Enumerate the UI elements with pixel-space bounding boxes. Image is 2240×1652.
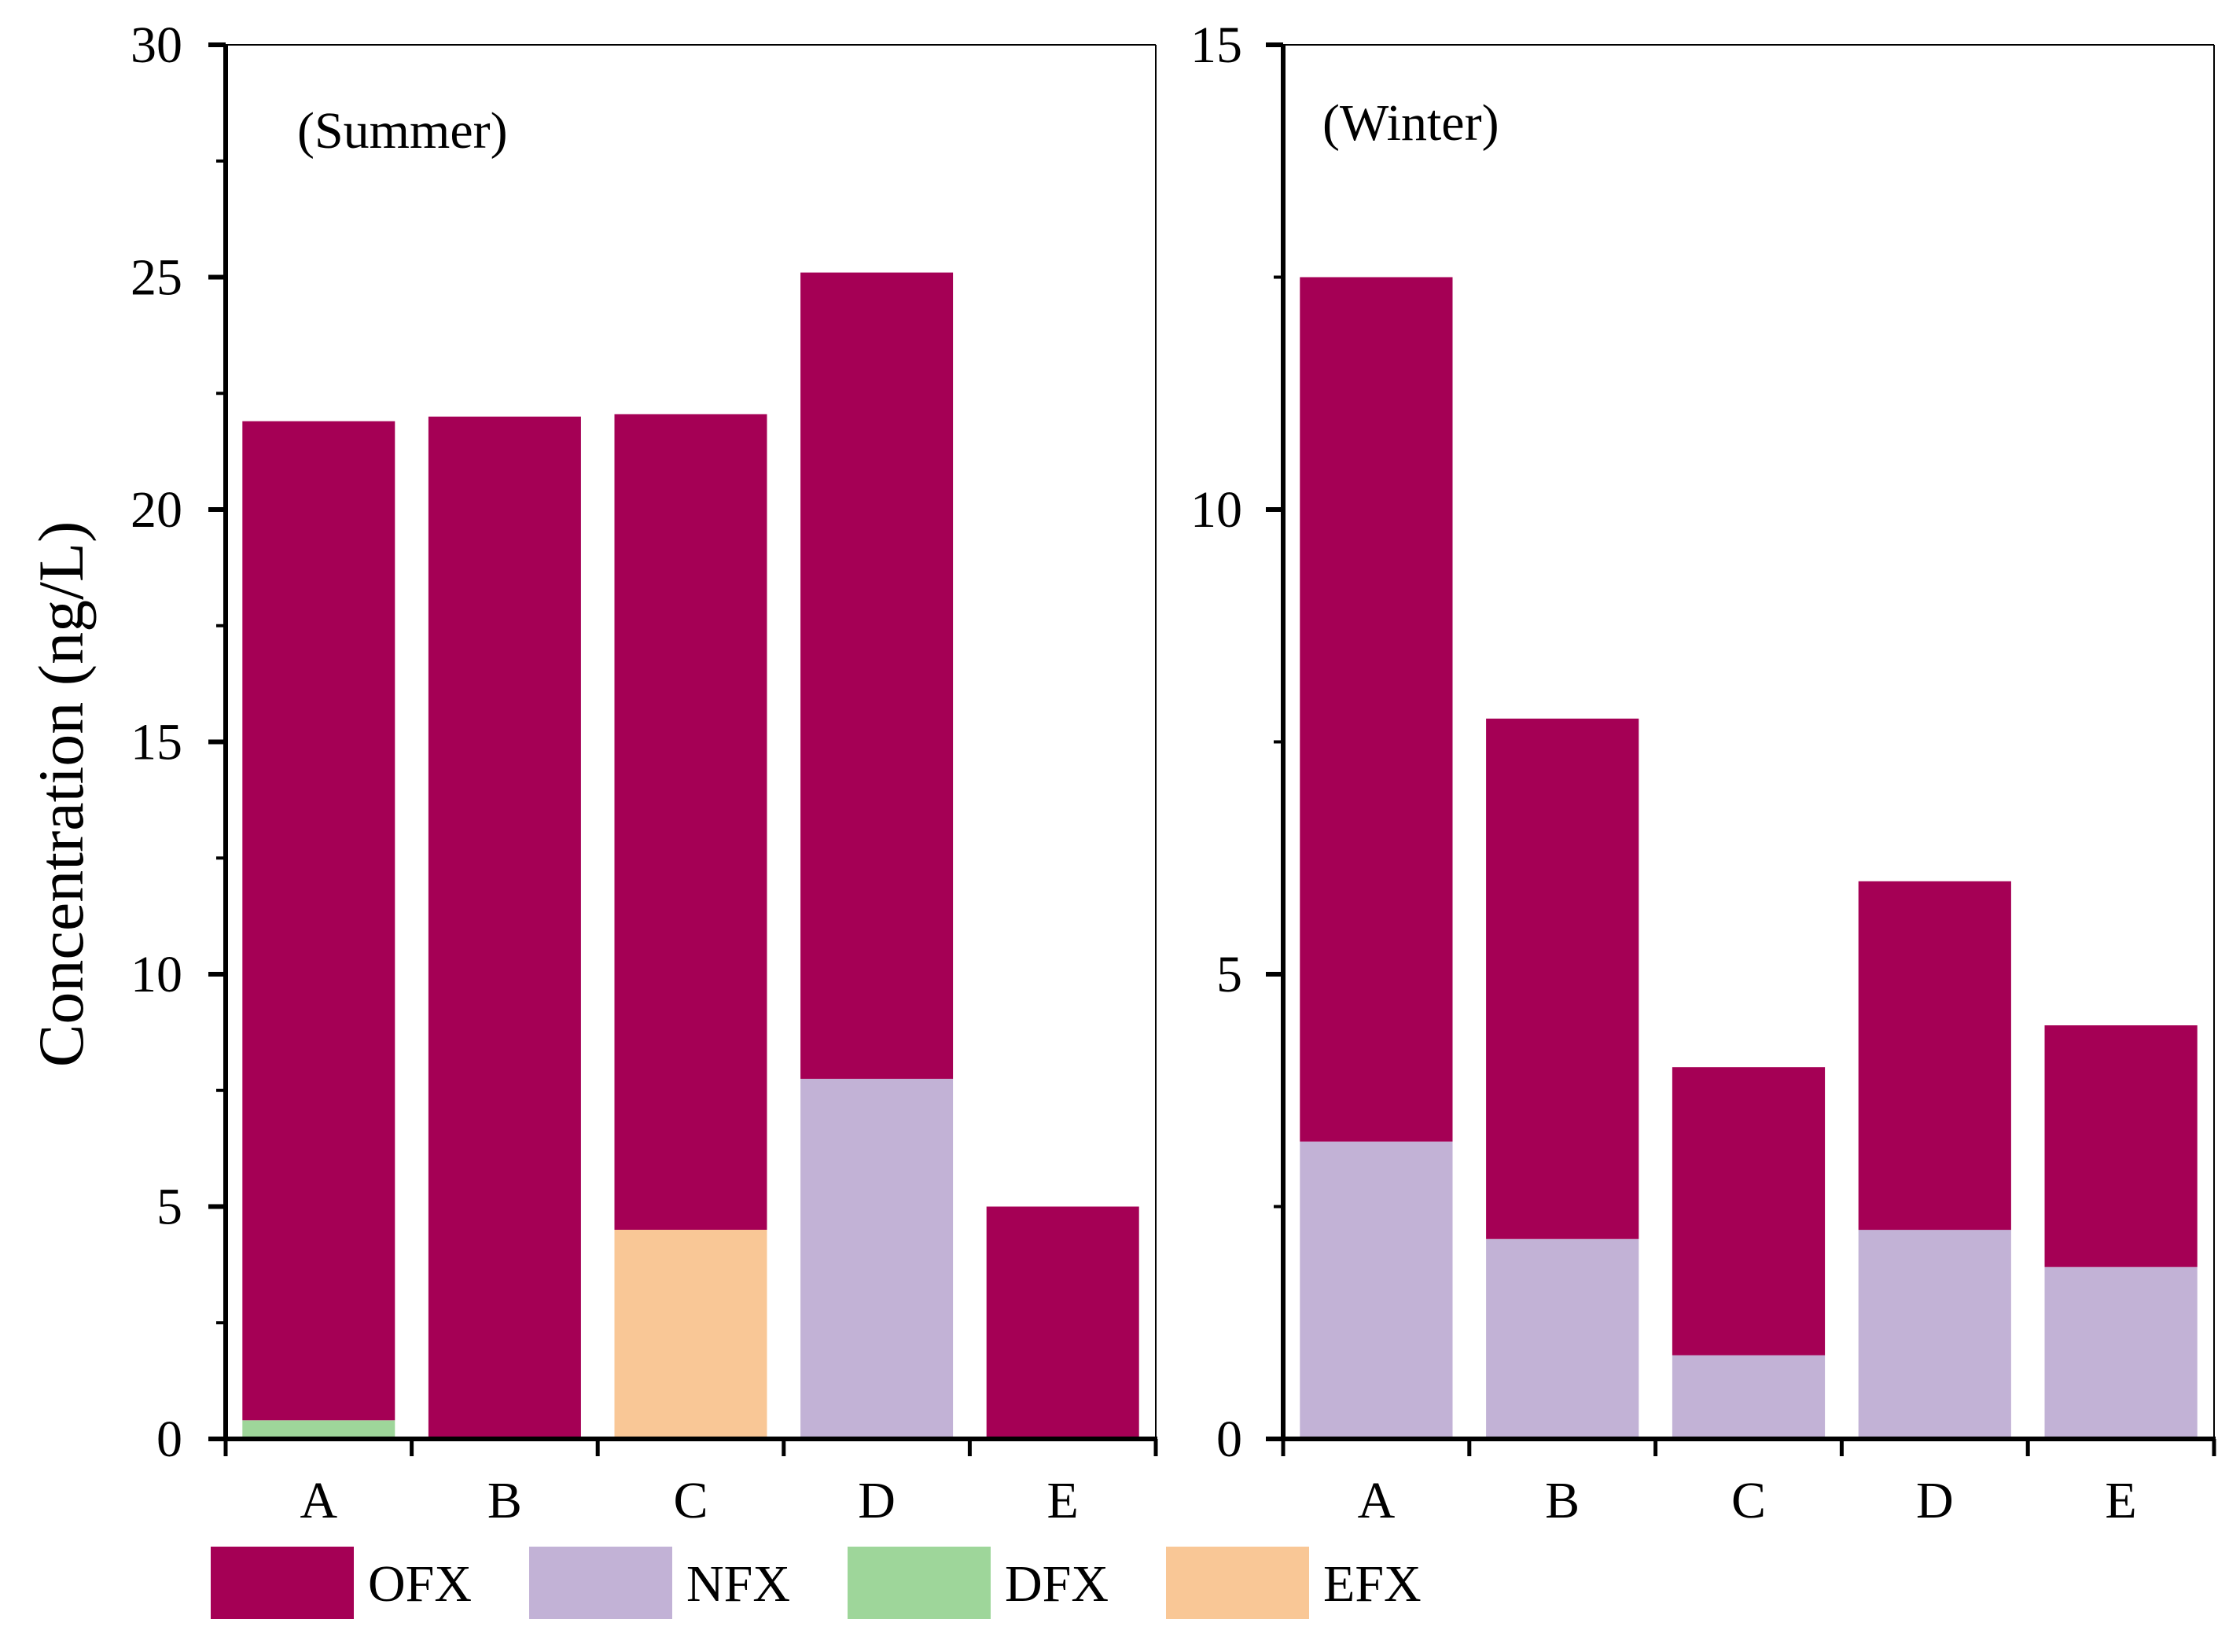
legend-swatch-ofx: [211, 1547, 354, 1619]
summer-bar-B-ofx: [428, 416, 581, 1439]
legend-label-dfx: DFX: [1005, 1555, 1109, 1613]
summer-xtick-label-e: E: [1047, 1472, 1079, 1529]
winter-xtick-label-d: D: [1916, 1472, 1954, 1529]
summer-xtick-label-b: B: [487, 1472, 522, 1529]
legend-label-nfx: NFX: [686, 1555, 790, 1613]
winter-xtick-label-e: E: [2105, 1472, 2136, 1529]
winter-bar-A-ofx: [1300, 277, 1453, 1142]
legend-label-ofx: OFX: [368, 1555, 472, 1613]
winter-bar-D-nfx: [1858, 1230, 2011, 1439]
legend-swatch-efx: [1166, 1547, 1309, 1619]
summer-ytick-label: 15: [131, 714, 182, 771]
legend-swatch-dfx: [848, 1547, 991, 1619]
legend-swatch-nfx: [529, 1547, 672, 1619]
summer-ytick-label: 30: [131, 17, 182, 74]
winter-bar-A-nfx: [1300, 1141, 1453, 1439]
legend: OFX NFX DFX EFX: [211, 1547, 1422, 1619]
summer-bar-C-ofx: [614, 414, 767, 1230]
legend-label-efx: EFX: [1323, 1555, 1422, 1613]
winter-ytick-label: 15: [1190, 17, 1242, 74]
winter-panel-title: (Winter): [1322, 94, 1499, 152]
winter-bar-D-ofx: [1858, 881, 2011, 1231]
y-axis-title: Concentration (ng/L): [25, 521, 97, 1068]
winter-xtick-label-c: C: [1731, 1472, 1766, 1529]
summer-xtick-label-a: A: [300, 1472, 337, 1529]
winter-bar-E-nfx: [2044, 1267, 2198, 1439]
winter-ytick-label: 10: [1190, 481, 1242, 539]
summer-xtick-label-d: D: [858, 1472, 896, 1529]
summer-ytick-label: 25: [131, 249, 182, 307]
summer-bar-E-ofx: [986, 1206, 1139, 1439]
summer-bar-D-ofx: [800, 272, 954, 1080]
winter-ytick-label: 5: [1216, 946, 1242, 1003]
winter-bar-C-nfx: [1672, 1355, 1826, 1439]
winter-bar-E-ofx: [2044, 1025, 2198, 1268]
winter-bar-B-ofx: [1486, 718, 1639, 1239]
summer-panel: 0 5 10 15 20 25 30 A B C D E (Summer): [131, 17, 1158, 1529]
summer-ytick-label: 10: [131, 946, 182, 1003]
summer-panel-title: (Summer): [297, 102, 508, 160]
winter-bar-C-ofx: [1672, 1067, 1826, 1356]
winter-bar-B-nfx: [1486, 1238, 1639, 1439]
winter-xtick-label-a: A: [1358, 1472, 1396, 1529]
summer-bar-A-ofx: [242, 421, 395, 1421]
summer-xtick-label-c: C: [673, 1472, 708, 1529]
winter-ytick-label: 0: [1216, 1411, 1242, 1468]
summer-ytick-label: 5: [156, 1179, 182, 1236]
summer-bar-D-nfx: [800, 1079, 954, 1439]
summer-bar-A-dfx: [242, 1420, 395, 1439]
winter-panel: 0 5 10 15 A B C D E (Winter): [1190, 17, 2216, 1529]
winter-xtick-label-b: B: [1545, 1472, 1580, 1529]
summer-ytick-label: 20: [131, 481, 182, 539]
summer-bar-C-efx: [614, 1230, 767, 1439]
summer-ytick-label: 0: [156, 1411, 182, 1468]
